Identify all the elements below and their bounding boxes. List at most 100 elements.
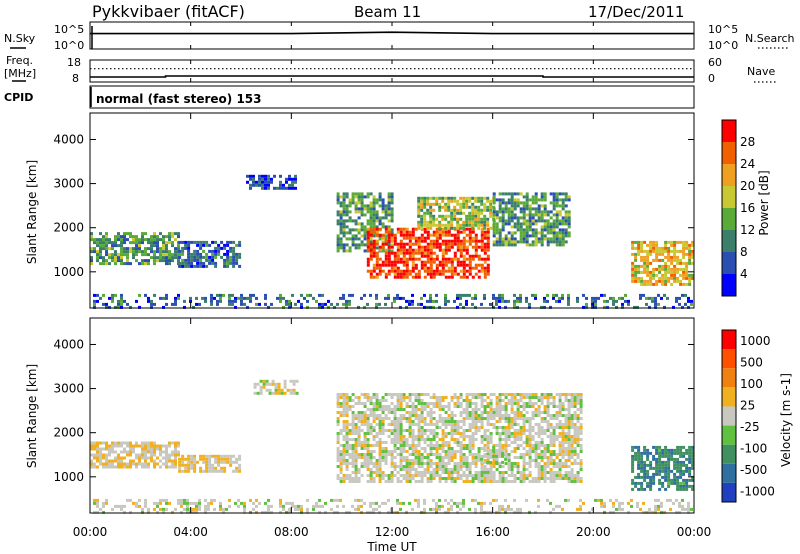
heatmap-cell (570, 441, 574, 444)
heatmap-cell (444, 441, 448, 444)
heatmap-cell (637, 252, 641, 256)
heatmap-cell (336, 447, 340, 450)
heatmap-cell (492, 234, 496, 238)
heatmap-cell (555, 477, 559, 480)
heatmap-cell (402, 227, 406, 231)
heatmap-cell (691, 249, 695, 253)
heatmap-cell (372, 507, 375, 511)
heatmap-cell (393, 408, 397, 411)
heatmap-cell (198, 501, 201, 505)
heatmap-cell (525, 411, 529, 414)
heatmap-cell (333, 305, 336, 309)
heatmap-cell (552, 201, 556, 205)
heatmap-cell (238, 243, 242, 247)
heatmap-cell (174, 453, 177, 457)
heatmap-cell (354, 192, 358, 196)
heatmap-cell (486, 453, 490, 456)
heatmap-cell (540, 453, 544, 456)
heatmap-cell (637, 246, 641, 250)
heatmap-cell (510, 462, 514, 465)
heatmap-cell (540, 393, 544, 396)
heatmap-cell (477, 414, 481, 417)
heatmap-cell (558, 462, 562, 465)
heatmap-cell (123, 253, 126, 257)
heatmap-cell (187, 261, 191, 265)
heatmap-cell (528, 243, 532, 247)
heatmap-cell (300, 293, 303, 297)
heatmap-cell (348, 204, 352, 208)
heatmap-cell (543, 477, 547, 480)
heatmap-cell (552, 426, 556, 429)
heatmap-cell (504, 234, 508, 238)
heatmap-cell (396, 426, 400, 429)
heatmap-cell (685, 240, 689, 244)
heatmap-cell (513, 225, 517, 229)
heatmap-cell (579, 498, 582, 502)
heatmap-cell (453, 233, 457, 237)
heatmap-cell (432, 393, 436, 396)
heatmap-cell (381, 471, 385, 474)
heatmap-cell (187, 454, 191, 458)
heatmap-cell (102, 244, 105, 248)
heatmap-cell (676, 279, 680, 283)
heatmap-cell (528, 459, 532, 462)
heatmap-cell (676, 240, 680, 244)
heatmap-cell (222, 293, 225, 297)
heatmap-cell (208, 466, 212, 470)
heatmap-cell (411, 477, 415, 480)
heatmap-cell (396, 399, 400, 402)
heatmap-cell (498, 480, 502, 483)
heatmap-cell (549, 426, 553, 429)
heatmap-cell (165, 453, 168, 457)
heatmap-cell (187, 246, 191, 250)
heatmap-cell (498, 420, 502, 423)
heatmap-cell (522, 426, 526, 429)
heatmap-cell (423, 220, 427, 224)
heatmap-cell (123, 504, 126, 508)
heatmap-cell (567, 216, 571, 220)
heatmap-cell (426, 251, 430, 255)
heatmap-cell (480, 393, 484, 396)
heatmap-cell (465, 257, 469, 261)
heatmap-cell (631, 279, 635, 283)
heatmap-cell (576, 480, 580, 483)
heatmap-cell (369, 402, 373, 405)
heatmap-cell (631, 273, 635, 277)
heatmap-cell (483, 296, 486, 300)
heatmap-cell (387, 510, 390, 514)
heatmap-cell (504, 393, 508, 396)
heatmap-cell (679, 463, 683, 467)
heatmap-cell (492, 471, 496, 474)
heatmap-cell (435, 423, 439, 426)
heatmap-cell (345, 450, 349, 453)
heatmap-cell (114, 262, 117, 266)
heatmap-cell (471, 223, 475, 227)
heatmap-cell (420, 251, 424, 255)
heatmap-cell (682, 249, 686, 253)
heatmap-cell (399, 501, 402, 505)
heatmap-cell (279, 299, 282, 303)
heatmap-cell (459, 251, 463, 255)
heatmap-cell (658, 445, 662, 449)
heatmap-cell (375, 399, 379, 402)
heatmap-cell (369, 192, 373, 196)
heatmap-cell (117, 232, 120, 236)
heatmap-cell (462, 266, 466, 270)
heatmap-cell (522, 417, 526, 420)
heatmap-cell (205, 243, 209, 247)
heatmap-cell (192, 501, 195, 505)
heatmap-cell (486, 220, 490, 224)
heatmap-cell (495, 480, 499, 483)
heatmap-cell (477, 263, 481, 267)
heatmap-cell (522, 234, 526, 238)
heatmap-cell (435, 239, 439, 243)
heatmap-cell (676, 261, 680, 265)
heatmap-cell (525, 468, 529, 471)
heatmap-cell (558, 504, 561, 508)
heatmap-cell (486, 239, 490, 243)
heatmap-cell (159, 501, 162, 505)
heatmap-cell (498, 240, 502, 244)
heatmap-cell (474, 217, 478, 221)
heatmap-cell (558, 447, 562, 450)
heatmap-cell (465, 233, 469, 237)
